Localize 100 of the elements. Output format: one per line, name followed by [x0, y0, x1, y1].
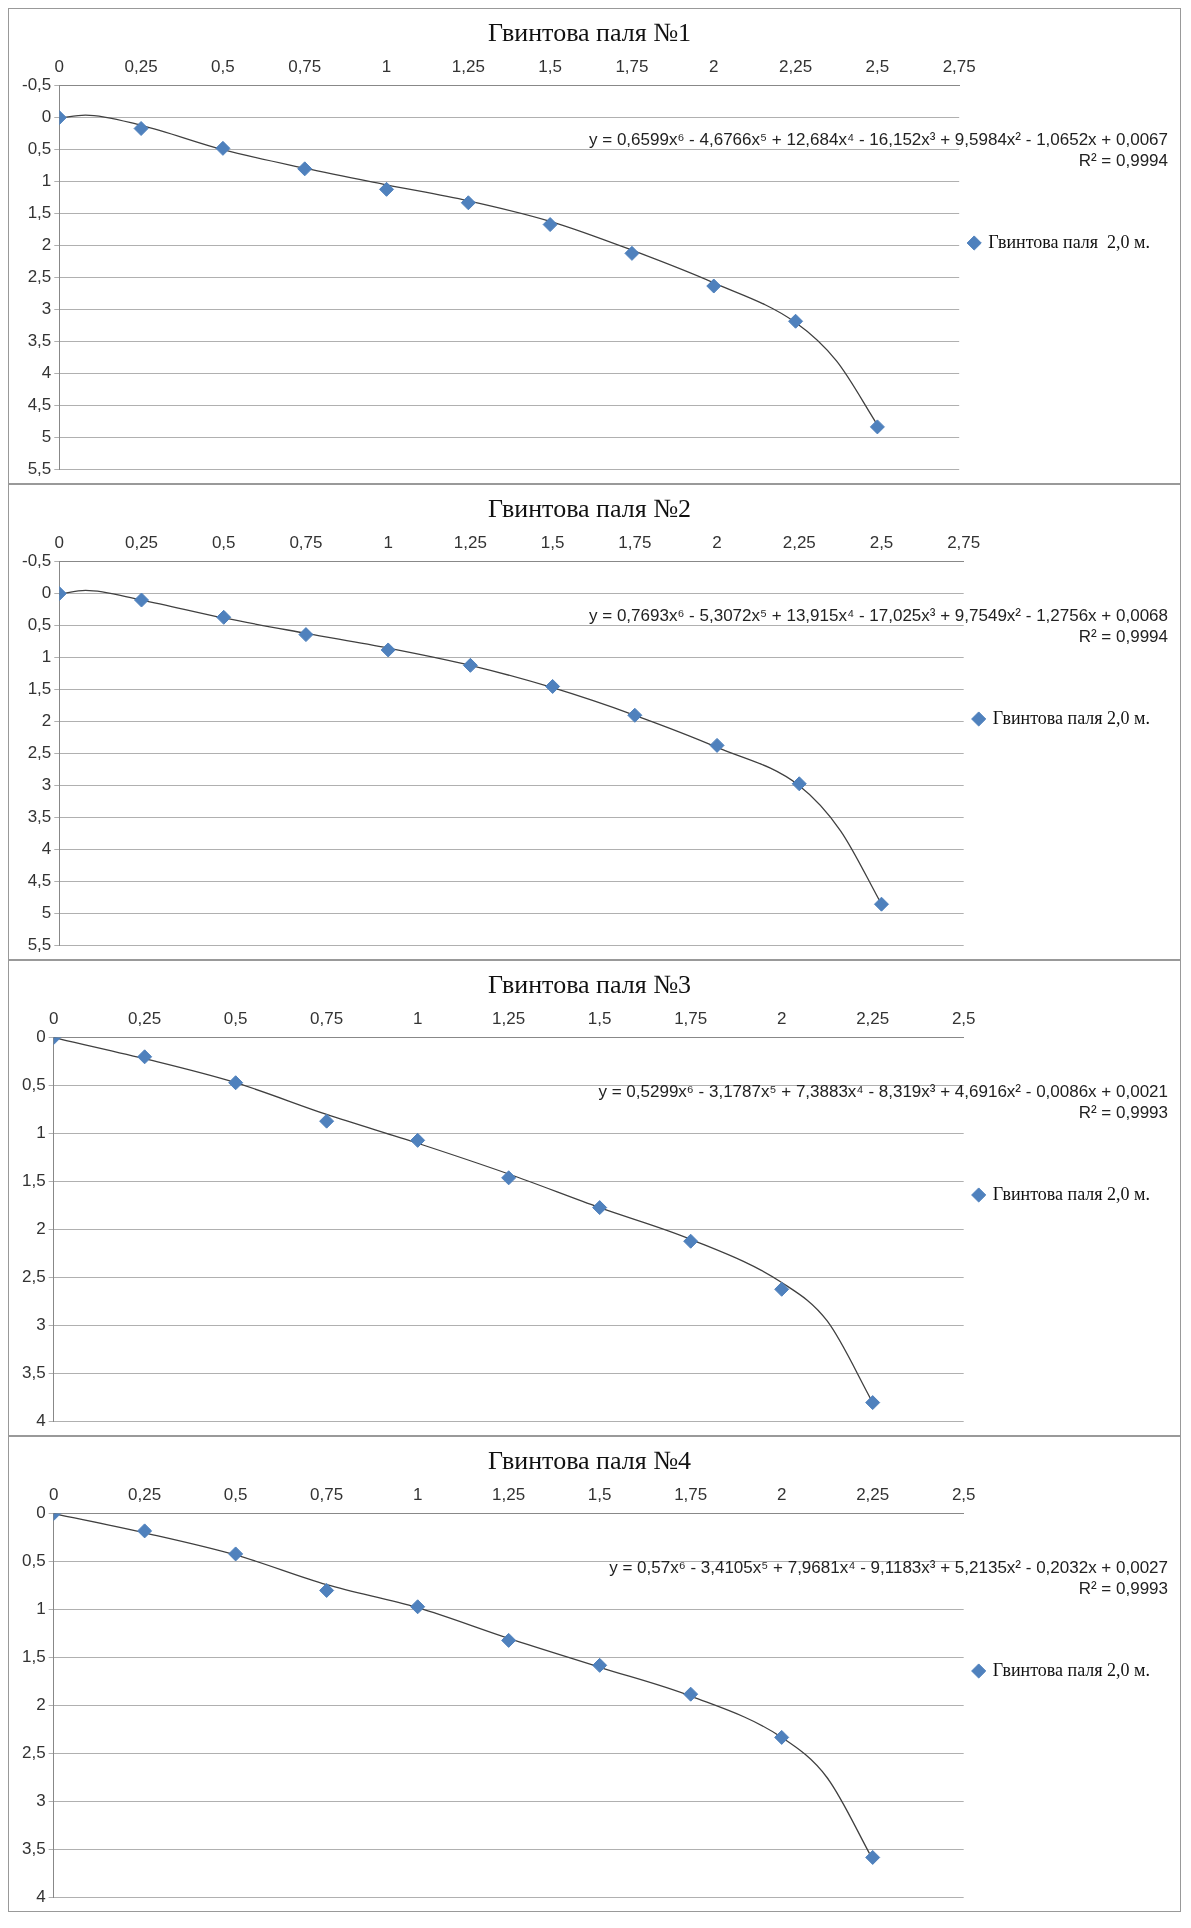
x-tick-label: 2,25 — [782, 533, 816, 553]
y-tick-label: 5,5 — [27, 459, 52, 479]
text: R² = 0,9994 — [1078, 626, 1168, 646]
x-tick-label: 2 — [776, 1009, 787, 1029]
y-tick-label: 3 — [41, 775, 52, 795]
point — [410, 1132, 426, 1148]
x-tick-label: 1,75 — [674, 1485, 708, 1505]
y-tick-label: 2 — [36, 1219, 46, 1239]
y-tick-label: 0,5 — [21, 1075, 46, 1095]
x-tick-label: 1,75 — [618, 533, 652, 553]
point — [215, 140, 231, 156]
y-tick-label: 2 — [36, 1695, 46, 1715]
y-tick-label: 0,5 — [27, 615, 52, 635]
point — [228, 1546, 244, 1562]
point — [319, 1582, 335, 1598]
x-tick-label: 1,25 — [453, 533, 487, 553]
x-tick-label: 1 — [412, 1485, 423, 1505]
y-tick-label: 1,5 — [21, 1171, 46, 1191]
point — [228, 1075, 244, 1091]
text: R² = 0,9994 — [1078, 150, 1168, 170]
point — [216, 609, 232, 625]
legend-label: Гвинтова паля 2,0 м. — [992, 707, 1151, 728]
point — [460, 195, 476, 211]
x-tick-label: 1,25 — [492, 1009, 526, 1029]
point — [709, 737, 725, 753]
chart-title: Гвинтова паля №4 — [487, 1446, 692, 1476]
x-tick-label: 2,5 — [869, 533, 894, 553]
legend-label: Гвинтова паля 2,0 м. — [992, 1659, 1151, 1680]
y-tick-label: 2,5 — [27, 743, 52, 763]
x-tick-label: 0,25 — [124, 533, 159, 553]
text: R² = 0,9993 — [1078, 1578, 1168, 1598]
point — [133, 121, 149, 136]
y-tick-label: 0,5 — [27, 139, 52, 159]
chart-title: Гвинтова паля №2 — [487, 494, 692, 524]
y-tick-label: 3,5 — [21, 1839, 46, 1859]
point — [137, 1049, 153, 1065]
y-tick-label: 3,5 — [27, 807, 52, 827]
x-tick-label: 2,25 — [779, 57, 813, 77]
point — [380, 642, 396, 658]
y-tick-label: 2,5 — [21, 1267, 46, 1287]
x-tick-label: 1,5 — [538, 57, 562, 77]
point — [865, 1395, 881, 1411]
y-tick-label: 0 — [36, 1503, 46, 1523]
point — [624, 245, 640, 261]
y-tick-label: -0,5 — [22, 551, 52, 571]
y-tick-label: 2,5 — [21, 1743, 46, 1763]
x-tick-label: 0,75 — [288, 57, 322, 77]
y-tick-label: 4 — [41, 363, 52, 383]
y-tick-label: 1,5 — [27, 203, 52, 223]
x-tick-label: 1,25 — [451, 57, 485, 77]
x-tick-label: 2 — [776, 1485, 787, 1505]
legend-label: Гвинтова паля 2,0 м. — [988, 231, 1151, 252]
x-tick-label: 0,25 — [124, 57, 158, 77]
annotation: y = 0,7693x⁶ - 5,3072x⁵ + 13,915x⁴ - 17,025x³ + 9,7549x² - 1,2756x + 0,0068 — [589, 605, 1168, 625]
y-tick-label: 3 — [36, 1315, 46, 1335]
y-tick-label: 4,5 — [27, 395, 52, 415]
point — [297, 161, 313, 177]
point — [501, 1632, 517, 1648]
y-tick-label: 5 — [41, 903, 52, 923]
point — [869, 419, 885, 435]
point — [683, 1686, 699, 1702]
x-tick-label: 2,25 — [856, 1485, 890, 1505]
x-tick-label: 1 — [381, 57, 392, 77]
annotation: y = 0,5299x⁶ - 3,1787x⁵ + 7,3883x⁴ - 8,319x³ + 4,6916x² - 0,0086x + 0,0021 — [598, 1081, 1168, 1101]
y-tick-label: 5,5 — [27, 935, 52, 955]
point — [592, 1657, 608, 1673]
x-tick-label: 2,5 — [951, 1485, 976, 1505]
point — [873, 896, 889, 912]
x-tick-label: 0,25 — [128, 1485, 162, 1505]
y-tick-label: 4 — [36, 1411, 46, 1431]
y-tick-label: 2,5 — [27, 267, 52, 287]
point — [542, 217, 558, 233]
y-tick-label: 1,5 — [21, 1647, 46, 1667]
x-tick-label: 0,5 — [211, 57, 235, 77]
y-tick-label: 3,5 — [21, 1363, 46, 1383]
point — [774, 1281, 790, 1297]
x-tick-label: 0,25 — [128, 1009, 162, 1029]
annotation: y = 0,6599x⁶ - 4,6766x⁵ + 12,684x⁴ - 16,152x³ + 9,5984x² - 1,0652x + 0,0067 — [589, 129, 1168, 149]
x-tick-label: 2,5 — [865, 57, 890, 77]
x-tick-label: 0,5 — [223, 1485, 248, 1505]
x-tick-label: 0 — [54, 533, 65, 553]
point — [501, 1170, 517, 1186]
point — [462, 657, 478, 673]
legend-label: Гвинтова паля 2,0 м. — [992, 1183, 1151, 1204]
x-tick-label: 0 — [54, 57, 65, 77]
chart-title: Гвинтова паля №1 — [487, 18, 692, 48]
point — [706, 278, 722, 294]
point — [627, 707, 643, 723]
point — [791, 776, 807, 792]
y-tick-label: 3,5 — [27, 331, 52, 351]
x-tick-label: 1,5 — [587, 1009, 612, 1029]
x-tick-label: 0,5 — [223, 1009, 248, 1029]
y-tick-label: 2 — [41, 235, 52, 255]
y-tick-label: 0 — [41, 583, 52, 603]
x-tick-label: 1,5 — [540, 533, 565, 553]
x-tick-label: 1,5 — [587, 1485, 612, 1505]
y-tick-label: 1 — [41, 171, 52, 191]
x-tick-label: 2 — [709, 57, 719, 77]
point — [134, 592, 150, 608]
point — [410, 1599, 426, 1615]
